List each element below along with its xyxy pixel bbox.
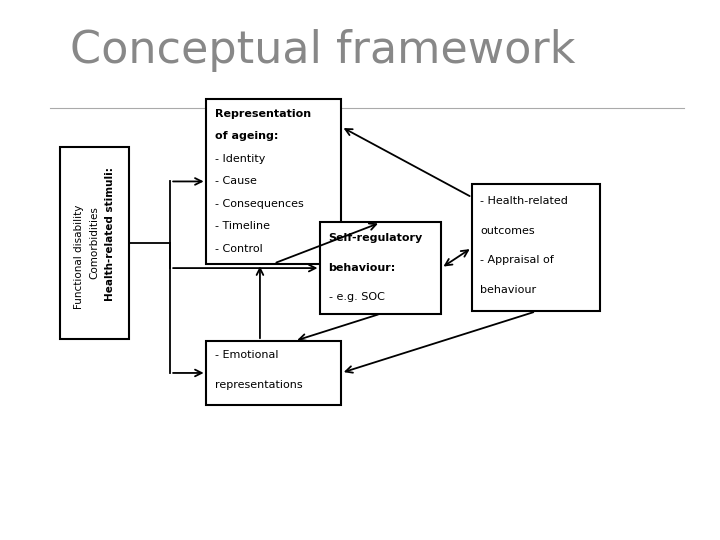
Text: behaviour:: behaviour: (328, 262, 396, 273)
FancyBboxPatch shape (60, 147, 129, 339)
FancyBboxPatch shape (207, 99, 341, 264)
Text: representations: representations (215, 380, 302, 390)
Text: Self-regulatory: Self-regulatory (328, 233, 423, 244)
Text: Health-related stimuli:: Health-related stimuli: (104, 167, 114, 301)
Text: - Emotional: - Emotional (215, 350, 278, 360)
Text: - Health-related: - Health-related (480, 196, 568, 206)
Text: - Control: - Control (215, 244, 263, 254)
Text: Conceptual framework: Conceptual framework (71, 29, 576, 72)
Text: - Appraisal of: - Appraisal of (480, 255, 554, 265)
Text: Functional disability: Functional disability (74, 205, 84, 309)
Text: - e.g. SOC: - e.g. SOC (328, 292, 384, 302)
Text: - Consequences: - Consequences (215, 199, 304, 209)
Text: Representation: Representation (215, 109, 311, 119)
FancyBboxPatch shape (472, 184, 600, 312)
Text: - Identity: - Identity (215, 154, 265, 164)
Text: - Timeline: - Timeline (215, 221, 270, 231)
Text: Based on Common Sense Model (Leventhal et al., 1980): Based on Common Sense Model (Leventhal e… (22, 505, 452, 521)
FancyBboxPatch shape (320, 222, 441, 314)
Text: behaviour: behaviour (480, 285, 536, 295)
FancyBboxPatch shape (207, 341, 341, 405)
Text: Comorbidities: Comorbidities (89, 207, 99, 279)
Text: of ageing:: of ageing: (215, 131, 278, 141)
Text: - Cause: - Cause (215, 176, 256, 186)
Text: outcomes: outcomes (480, 226, 535, 235)
